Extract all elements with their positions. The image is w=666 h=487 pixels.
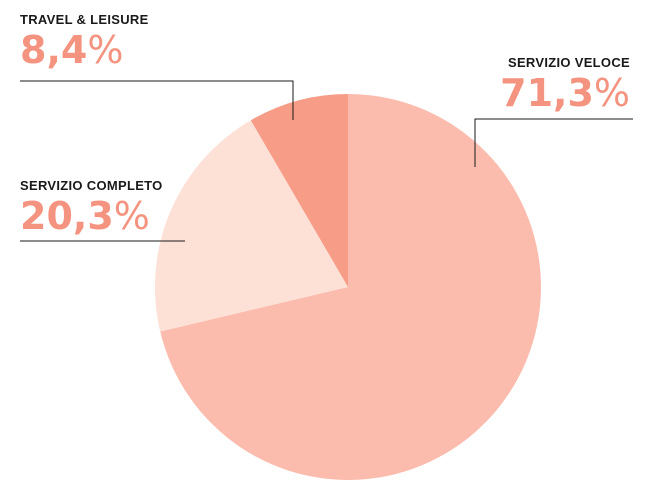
slice-category-label: SERVIZIO COMPLETO — [20, 178, 163, 193]
slice-label-servizio-completo: SERVIZIO COMPLETO 20,3% — [20, 178, 163, 236]
slice-category-label: SERVIZIO VELOCE — [507, 55, 630, 70]
slice-label-servizio-veloce: SERVIZIO VELOCE 71,3% — [500, 55, 630, 113]
leader-line-veloce — [474, 118, 633, 167]
slice-label-travel-leisure: TRAVEL & LEISURE 8,4% — [20, 12, 149, 70]
pie-slice-servizio-completo — [154, 120, 348, 332]
slice-percentage: 8,4% — [20, 28, 124, 72]
slice-percentage: 20,3% — [20, 194, 150, 238]
leader-line-travel — [20, 80, 294, 120]
slice-percentage: 71,3% — [500, 71, 630, 115]
slice-category-label: TRAVEL & LEISURE — [20, 12, 149, 27]
pie-slice-travel-leisure — [250, 94, 348, 287]
pie-slice-servizio-veloce — [160, 94, 541, 480]
